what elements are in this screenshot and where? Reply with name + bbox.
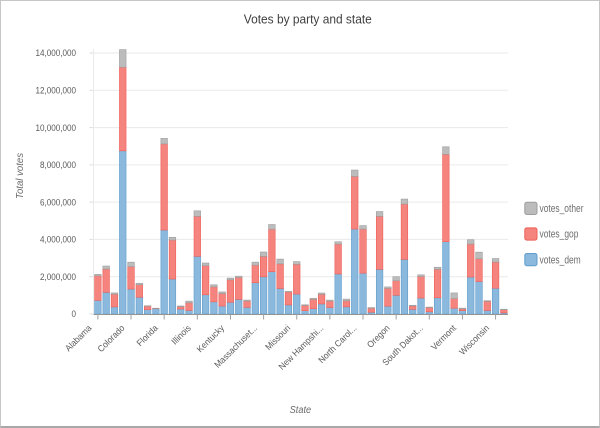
svg-text:10,000,000: 10,000,000: [36, 123, 77, 133]
svg-text:Colorado: Colorado: [96, 323, 127, 354]
svg-text:Illinois: Illinois: [169, 323, 193, 347]
svg-text:4,000,000: 4,000,000: [40, 235, 76, 245]
svg-text:Missouri: Missouri: [263, 323, 292, 352]
svg-text:0: 0: [72, 309, 77, 319]
svg-text:8,000,000: 8,000,000: [40, 160, 76, 170]
svg-text:14,000,000: 14,000,000: [36, 48, 77, 58]
svg-text:Vermont: Vermont: [429, 323, 458, 352]
svg-text:6,000,000: 6,000,000: [40, 197, 76, 207]
svg-text:State: State: [290, 405, 312, 416]
svg-text:Kentucky: Kentucky: [195, 323, 227, 355]
svg-text:votes_other: votes_other: [540, 203, 584, 215]
svg-text:votes_dem: votes_dem: [540, 254, 581, 266]
svg-text:votes_gop: votes_gop: [540, 229, 579, 241]
svg-text:Total votes: Total votes: [15, 153, 26, 199]
svg-text:Wisconsin: Wisconsin: [457, 323, 491, 357]
svg-text:Florida: Florida: [135, 323, 160, 348]
svg-text:12,000,000: 12,000,000: [36, 86, 77, 96]
svg-text:Alabama: Alabama: [63, 323, 93, 353]
svg-text:2,000,000: 2,000,000: [40, 272, 76, 282]
svg-text:Oregon: Oregon: [365, 323, 392, 350]
svg-text:Votes by party and state: Votes by party and state: [244, 13, 372, 27]
